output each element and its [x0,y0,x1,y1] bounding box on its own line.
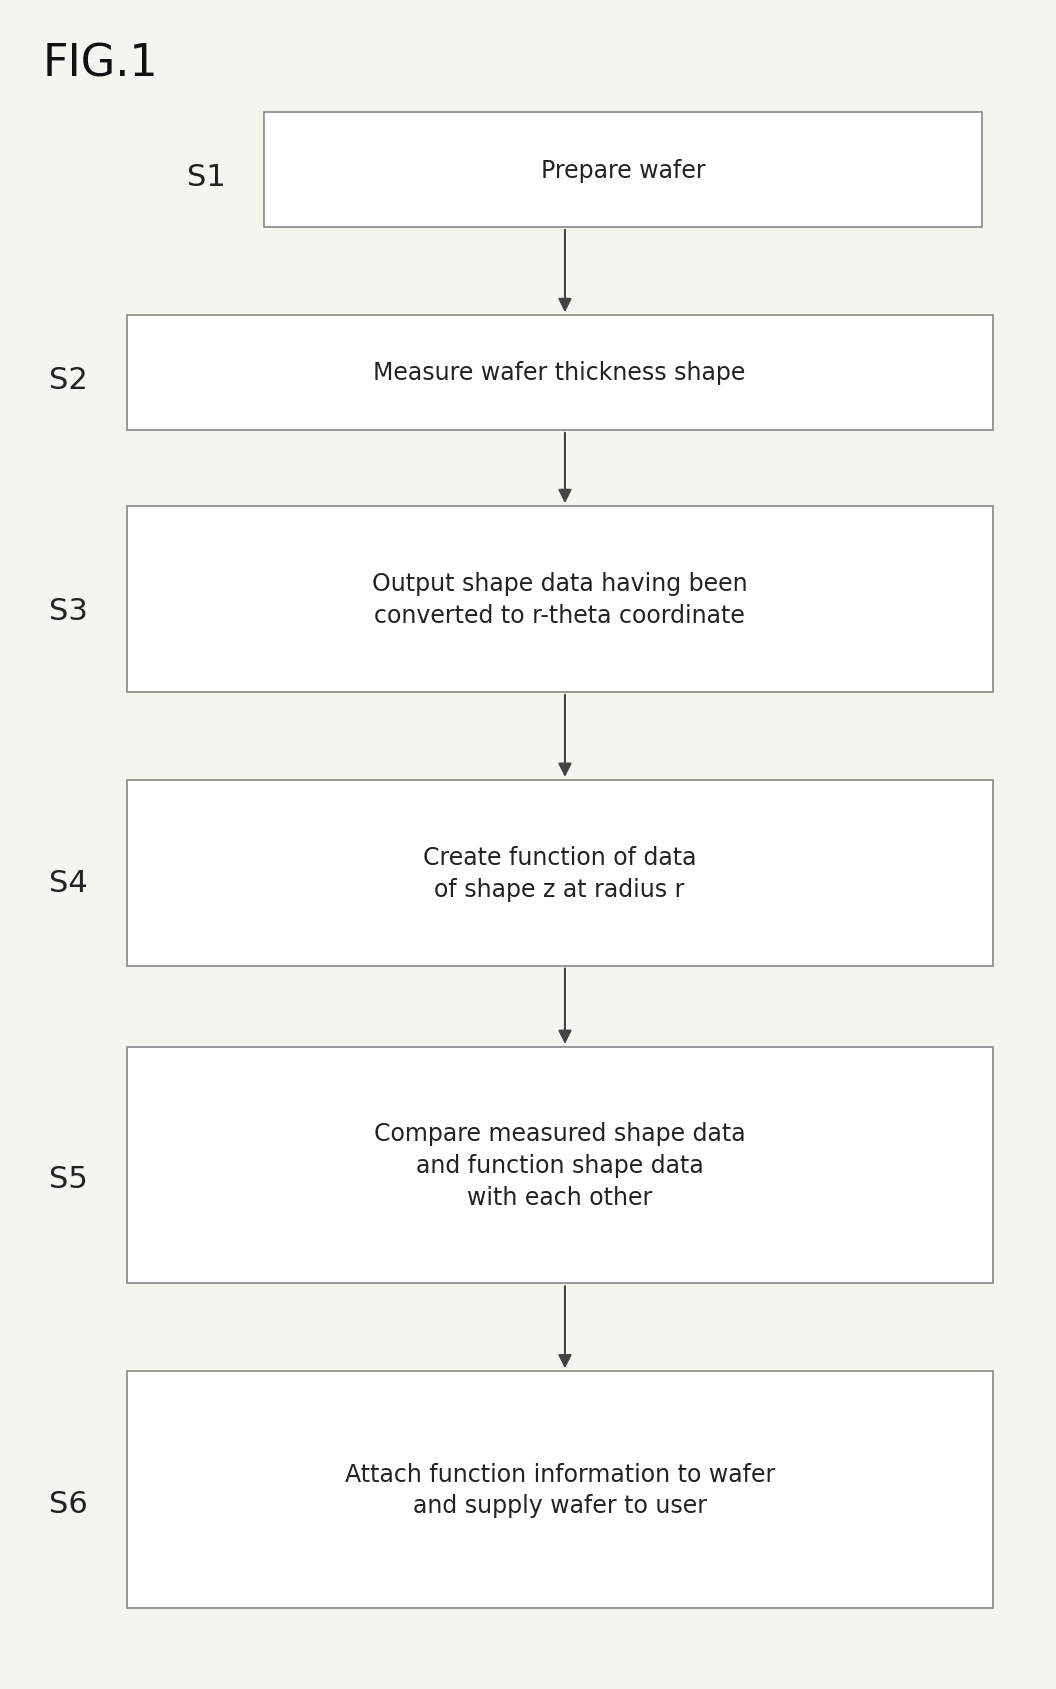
Text: Output shape data having been
converted to r-theta coordinate: Output shape data having been converted … [372,573,748,627]
Text: S2: S2 [50,365,88,395]
Text: S5: S5 [50,1164,88,1194]
Bar [127,507,993,692]
Text: Prepare wafer: Prepare wafer [541,159,705,182]
Text: S6: S6 [50,1488,88,1518]
Text: S3: S3 [50,596,88,627]
Bar [127,1371,993,1608]
Bar [264,113,982,228]
Text: Measure wafer thickness shape: Measure wafer thickness shape [374,361,746,385]
Text: Create function of data
of shape z at radius r: Create function of data of shape z at ra… [423,846,696,900]
Text: S4: S4 [50,868,88,899]
Text: FIG.1: FIG.1 [42,42,157,84]
Text: Compare measured shape data
and function shape data
with each other: Compare measured shape data and function… [374,1121,746,1209]
Bar [127,316,993,431]
Bar [127,1047,993,1284]
Text: Attach function information to wafer
and supply wafer to user: Attach function information to wafer and… [344,1463,775,1517]
Bar [127,780,993,966]
Text: S1: S1 [187,162,225,193]
